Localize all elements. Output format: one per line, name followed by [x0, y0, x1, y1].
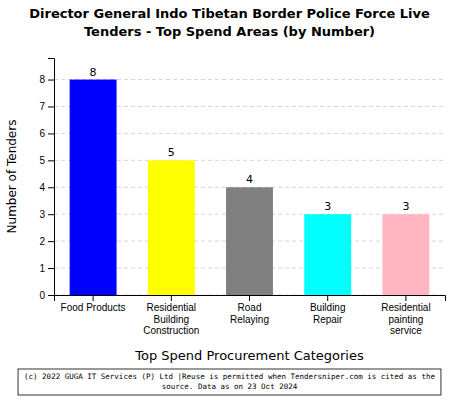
data-label: 5: [168, 146, 175, 159]
footnote-box: [18, 369, 441, 395]
x-axis-title: Top Spend Procurement Categories: [134, 348, 364, 363]
x-axis: Food Products ResidentialBuildingConstruc…: [55, 295, 446, 336]
grid: [54, 80, 445, 295]
bar: [148, 160, 195, 295]
y-tick-mark: [48, 133, 54, 134]
bar: [70, 80, 117, 295]
x-tick: Food Products: [61, 295, 126, 313]
footnote-text: source. Data as on 23 Oct 2024: [162, 382, 298, 391]
y-tick: 8: [39, 74, 54, 85]
y-tick: 2: [39, 236, 54, 247]
bar: [382, 214, 429, 295]
y-tick: 4: [39, 182, 54, 193]
y-tick-label: 0: [39, 290, 45, 301]
x-tick-mark: [249, 295, 250, 301]
bar: [226, 187, 273, 295]
y-tick-label: 7: [39, 101, 45, 112]
x-tick: Residentialpaintingservice: [381, 295, 430, 336]
x-tick-mark: [405, 295, 406, 301]
y-tick-mark: [48, 160, 54, 161]
y-tick-label: 1: [39, 263, 45, 274]
y-tick-label: 8: [39, 74, 45, 85]
data-labels: 8 5 4 3 3: [90, 66, 410, 214]
data-label: 8: [90, 66, 97, 79]
y-tick: 0: [39, 290, 54, 301]
data-label: 4: [246, 173, 253, 186]
y-tick-label: 5: [39, 155, 45, 166]
x-tick-mark: [327, 295, 328, 301]
x-tick: RoadRelaying: [230, 295, 269, 325]
y-tick-label: 2: [39, 236, 45, 247]
x-tick-mark: [171, 295, 172, 301]
y-axis-line: [48, 59, 55, 296]
subtitle: Tenders - Top Spend Areas (by Number): [84, 24, 375, 39]
footnote-text: (c) 2022 GUGA IT Services (P) Ltd |Reuse…: [24, 372, 435, 381]
y-axis-title: Number of Tenders: [5, 120, 19, 234]
y-axis: 0 1 2 3 4 5 6 7 8: [39, 59, 54, 301]
bar: [304, 214, 351, 295]
data-label: 3: [324, 200, 331, 213]
y-tick-label: 3: [39, 209, 45, 220]
x-axis-line: [55, 296, 446, 302]
y-tick-mark: [48, 241, 54, 242]
y-tick-mark: [48, 106, 54, 107]
x-tick-label: ResidentialBuildingConstruction: [143, 302, 199, 336]
title: Director General Indo Tibetan Border Pol…: [29, 6, 430, 21]
y-tick: 1: [39, 263, 54, 274]
bars: [70, 80, 430, 295]
x-tick-label: Residentialpaintingservice: [381, 302, 430, 336]
y-tick: 6: [39, 128, 54, 139]
y-tick-label: 6: [39, 128, 45, 139]
y-tick: 7: [39, 101, 54, 112]
chart: Director General Indo Tibetan Border Pol…: [0, 0, 459, 400]
x-tick-label: RoadRelaying: [230, 302, 269, 325]
x-tick-label: Food Products: [61, 302, 126, 313]
data-label: 3: [402, 200, 409, 213]
y-tick-mark: [48, 295, 54, 296]
footnote: (c) 2022 GUGA IT Services (P) Ltd |Reuse…: [18, 369, 441, 395]
y-tick-mark: [48, 80, 54, 81]
x-tick-label: BuildingRepair: [310, 302, 346, 325]
y-tick-mark: [48, 268, 54, 269]
y-tick: 5: [39, 155, 54, 166]
x-tick-mark: [93, 295, 94, 301]
y-tick: 3: [39, 209, 54, 220]
y-tick-mark: [48, 187, 54, 188]
y-tick-mark: [48, 214, 54, 215]
y-tick-label: 4: [39, 182, 45, 193]
x-tick: ResidentialBuildingConstruction: [143, 295, 199, 336]
x-tick: BuildingRepair: [310, 295, 346, 325]
